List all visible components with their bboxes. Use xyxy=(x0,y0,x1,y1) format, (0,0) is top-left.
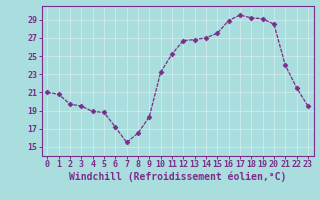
X-axis label: Windchill (Refroidissement éolien,°C): Windchill (Refroidissement éolien,°C) xyxy=(69,172,286,182)
